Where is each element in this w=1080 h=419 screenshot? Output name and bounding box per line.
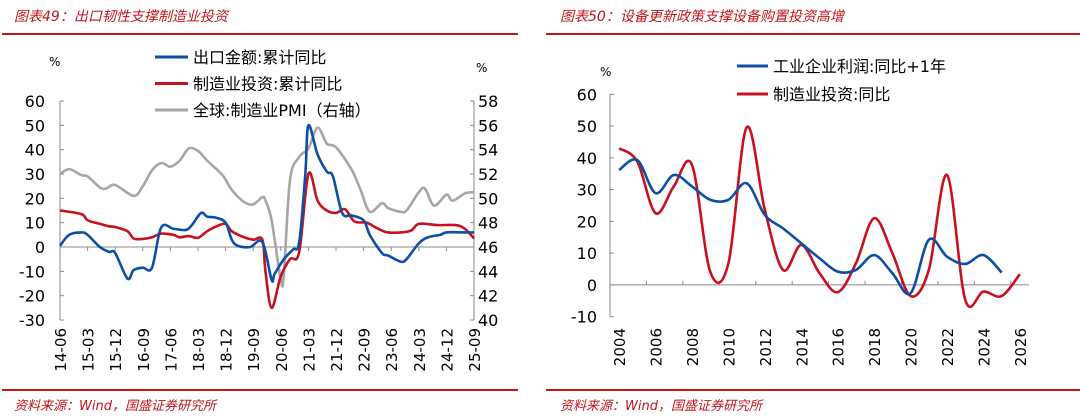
x-tick-label: 15-03: [80, 328, 98, 372]
y-tick-label: 10: [577, 244, 597, 263]
y-right-tick-label: 44: [478, 262, 498, 281]
x-tick-label: 2024: [975, 328, 993, 366]
x-tick-label: 2008: [684, 328, 702, 366]
legend-label-1: 制造业投资:累计同比: [193, 75, 342, 94]
x-tick-label: 14-06: [52, 328, 70, 372]
y-tick-label: 40: [577, 149, 597, 168]
y-tick-label: 0: [35, 238, 45, 257]
x-tick-label: 2010: [720, 328, 738, 366]
x-tick-label: 21-12: [328, 328, 346, 372]
y-tick-label: -20: [19, 287, 45, 306]
y-right-tick-label: 56: [478, 116, 498, 135]
y-tick-label: 20: [577, 212, 597, 231]
x-tick-label: 22-09: [356, 328, 374, 372]
y-tick-label: 50: [577, 117, 597, 136]
left-source-rule: [2, 389, 518, 391]
y-tick-label: -30: [19, 311, 45, 330]
y-tick-label: 30: [577, 181, 597, 200]
x-tick-label: 20-06: [273, 328, 291, 372]
y-right-tick-label: 50: [478, 189, 498, 208]
series-line-2: [59, 126, 475, 288]
x-tick-label: 19-09: [245, 328, 263, 372]
y-right-tick-label: 40: [478, 311, 498, 330]
y-tick-label: 20: [25, 189, 45, 208]
series-line-1: [618, 125, 1021, 309]
x-tick-label: 2018: [866, 328, 884, 366]
left-y-unit: %: [49, 55, 60, 69]
legend-label-0: 出口金额:累计同比: [193, 48, 326, 67]
x-tick-label: 2004: [611, 328, 629, 366]
x-tick-label: 21-03: [300, 328, 318, 372]
y-tick-label: 60: [25, 92, 45, 111]
series-line-1: [59, 171, 475, 310]
legend-label-2: 全球:制造业PMI（右轴）: [193, 101, 371, 120]
x-tick-label: 24-12: [438, 328, 456, 372]
x-tick-label: 17-06: [162, 328, 180, 372]
x-tick-label: 2026: [1012, 328, 1030, 366]
right-title-rule: [546, 33, 1080, 35]
y-unit: %: [600, 65, 611, 79]
x-tick-label: 18-12: [218, 328, 236, 372]
x-tick-label: 18-03: [190, 328, 208, 372]
y-tick-label: -10: [571, 308, 597, 327]
left-chart-title: 图表49：出口韧性支撑制造业投资: [14, 9, 228, 25]
y-tick-label: 40: [25, 141, 45, 160]
right-y-unit: %: [476, 61, 487, 75]
x-tick-label: 23-06: [383, 328, 401, 372]
y-tick-label: 50: [25, 116, 45, 135]
x-tick-label: 2006: [648, 328, 666, 366]
x-tick-label: 24-03: [411, 328, 429, 372]
x-tick-label: 25-09: [466, 328, 484, 372]
y-tick-label: -10: [19, 262, 45, 281]
y-right-tick-label: 46: [478, 238, 498, 257]
y-tick-label: 60: [577, 85, 597, 104]
right-source-rule: [546, 389, 1080, 391]
x-tick-label: 2012: [757, 328, 775, 366]
x-tick-label: 16-09: [135, 328, 153, 372]
y-right-tick-label: 42: [478, 287, 498, 306]
x-tick-label: 2014: [793, 328, 811, 366]
y-right-tick-label: 52: [478, 165, 498, 184]
right-chart-title: 图表50：设备更新政策支撑设备购置投资高增: [560, 9, 844, 25]
y-tick-label: 10: [25, 214, 45, 233]
x-tick-label: 2016: [830, 328, 848, 366]
legend-label-1: 制造业投资:同比: [773, 85, 890, 104]
left-source: 资料来源：Wind，国盛证券研究所: [14, 399, 216, 414]
x-tick-label: 2020: [903, 328, 921, 366]
y-right-tick-label: 54: [478, 141, 498, 160]
y-right-tick-label: 58: [478, 92, 498, 111]
series-line-0: [618, 158, 1003, 296]
x-tick-label: 2022: [939, 328, 957, 366]
right-source: 资料来源：Wind，国盛证券研究所: [560, 399, 762, 414]
legend-label-0: 工业企业利润:同比+1年: [773, 57, 946, 76]
series-line-0: [58, 124, 474, 283]
left-title-rule: [2, 33, 518, 35]
y-tick-label: 0: [587, 276, 597, 295]
y-tick-label: 30: [25, 165, 45, 184]
x-tick-label: 15-12: [107, 328, 125, 372]
y-right-tick-label: 48: [478, 214, 498, 233]
